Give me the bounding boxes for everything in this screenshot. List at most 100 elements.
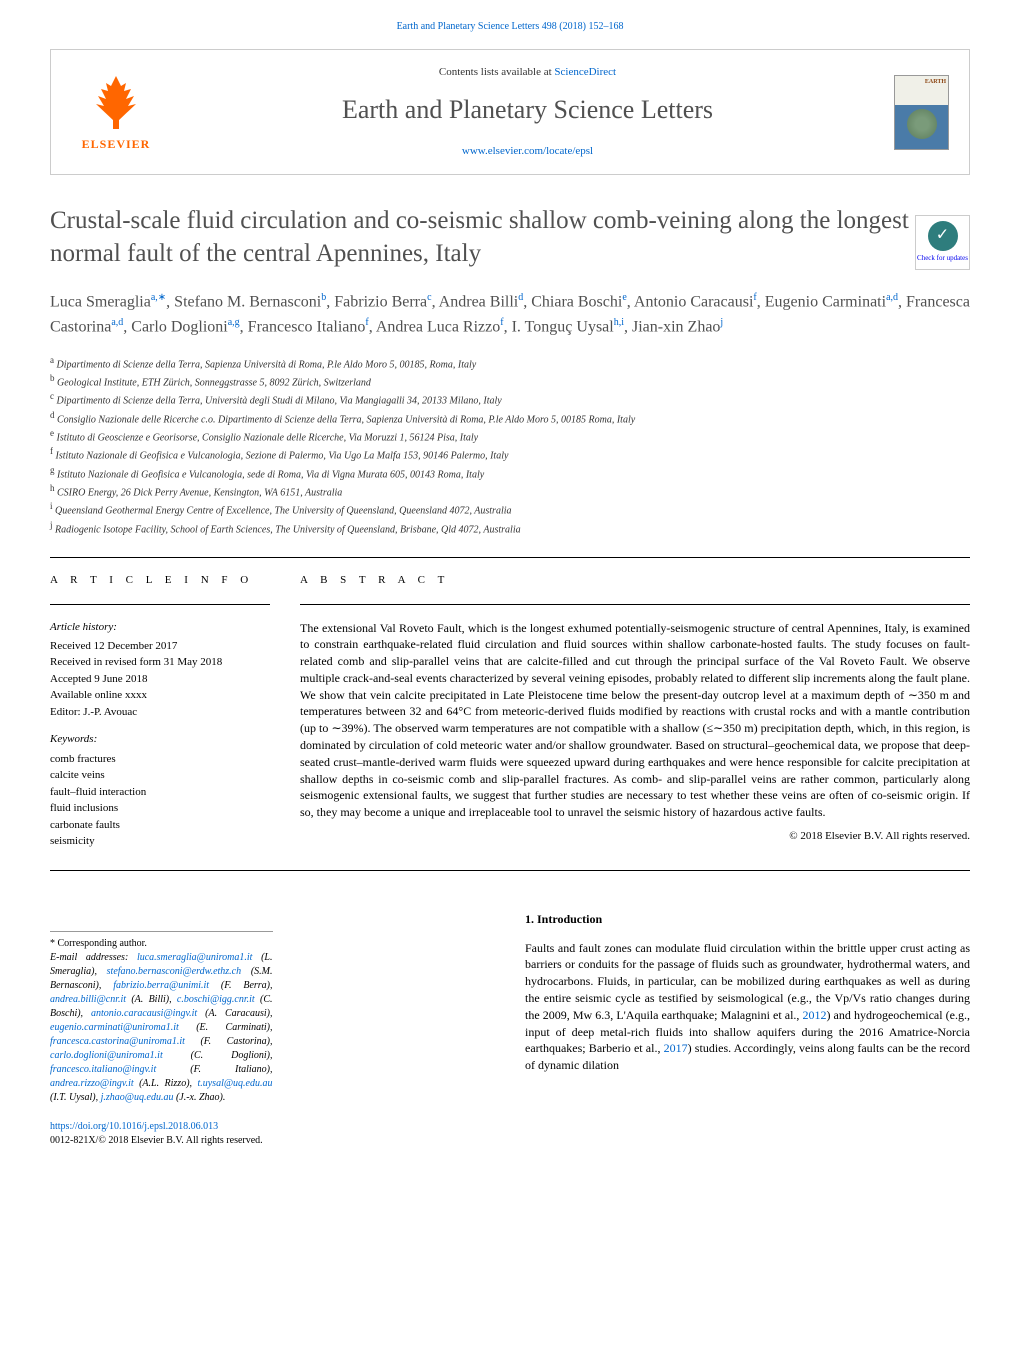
affiliation-item: g Istituto Nazionale di Geofisica e Vulc… <box>50 464 970 482</box>
affiliation-text: CSIRO Energy, 26 Dick Perry Avenue, Kens… <box>57 487 342 498</box>
email-link[interactable]: francesco.italiano@ingv.it <box>50 1064 156 1075</box>
affiliation-text: Istituto Nazionale di Geofisica e Vulcan… <box>57 469 484 480</box>
article-info-section: A R T I C L E I N F O Article history: R… <box>50 573 270 850</box>
keywords-list: comb fractures calcite veins fault–fluid… <box>50 751 270 850</box>
author-name: , Andrea Billi <box>432 294 519 311</box>
email-link[interactable]: j.zhao@uq.edu.au <box>101 1092 174 1103</box>
journal-header-center: Contents lists available at ScienceDirec… <box>161 65 894 159</box>
journal-cover-thumbnail: EARTH <box>894 75 949 150</box>
keyword-item: seismicity <box>50 833 270 850</box>
right-column: 1. Introduction Faults and fault zones c… <box>525 911 970 1148</box>
email-label: E-mail addresses: <box>50 952 137 963</box>
check-updates-button[interactable]: Check for updates <box>915 215 970 270</box>
author-affil-sup: a,g <box>228 317 240 328</box>
affiliation-text: Istituto Nazionale di Geofisica e Vulcan… <box>56 451 509 462</box>
email-link[interactable]: stefano.bernasconi@erdw.ethz.ch <box>107 966 241 977</box>
publisher-logo: ELSEVIER <box>71 71 161 153</box>
author-affil-sup: h,i <box>614 317 624 328</box>
email-link[interactable]: eugenio.carminati@uniroma1.it <box>50 1022 179 1033</box>
left-column: * Corresponding author. E-mail addresses… <box>50 911 495 1148</box>
header-citation: Earth and Planetary Science Letters 498 … <box>50 20 970 34</box>
article-title: Crustal-scale fluid circulation and co-s… <box>50 205 970 270</box>
reference-link[interactable]: 2017 <box>664 1041 688 1055</box>
email-author-name: (A. Billi) <box>131 994 169 1005</box>
keyword-item: fault–fluid interaction <box>50 784 270 801</box>
doi-link[interactable]: https://doi.org/10.1016/j.epsl.2018.06.0… <box>50 1121 218 1132</box>
article-info-heading: A R T I C L E I N F O <box>50 573 270 588</box>
author-affil-sup: a,d <box>886 292 898 303</box>
author-name: , Andrea Luca Rizzo <box>369 318 501 335</box>
authors-list: Luca Smeragliaa,∗, Stefano M. Bernasconi… <box>50 290 970 339</box>
footer-links: https://doi.org/10.1016/j.epsl.2018.06.0… <box>50 1120 495 1148</box>
email-link[interactable]: antonio.caracausi@ingv.it <box>91 1008 197 1019</box>
abstract-section: A B S T R A C T The extensional Val Rove… <box>300 573 970 850</box>
contents-label: Contents lists available at <box>439 66 554 78</box>
introduction-heading: 1. Introduction <box>525 911 970 928</box>
keyword-item: calcite veins <box>50 767 270 784</box>
author-name: , Stefano M. Bernasconi <box>166 294 321 311</box>
affiliation-item: j Radiogenic Isotope Facility, School of… <box>50 519 970 537</box>
author-affil-sup: a,∗ <box>151 292 166 303</box>
email-link[interactable]: carlo.doglioni@uniroma1.it <box>50 1050 163 1061</box>
author-name: , Fabrizio Berra <box>326 294 427 311</box>
author-name: , I. Tonguç Uysal <box>504 318 614 335</box>
email-addresses: E-mail addresses: luca.smeraglia@uniroma… <box>50 951 273 1105</box>
accepted-date: Accepted 9 June 2018 <box>50 671 270 688</box>
affiliation-text: Istituto di Geoscienze e Georisorse, Con… <box>57 432 479 443</box>
journal-header: ELSEVIER Contents lists available at Sci… <box>50 49 970 175</box>
email-author-name: (J.-x. Zhao) <box>176 1092 223 1103</box>
affiliations-list: a Dipartimento di Scienze della Terra, S… <box>50 354 970 537</box>
body-columns: * Corresponding author. E-mail addresses… <box>50 911 970 1148</box>
journal-url-link[interactable]: www.elsevier.com/locate/epsl <box>462 145 593 157</box>
affiliation-text: Geological Institute, ETH Zürich, Sonneg… <box>57 377 371 388</box>
article-history: Received 12 December 2017 Received in re… <box>50 638 270 721</box>
author-affil-sup: a,d <box>111 317 123 328</box>
corresponding-label: * Corresponding author. <box>50 937 273 951</box>
check-updates-label: Check for updates <box>917 254 968 262</box>
author-name: , Jian-xin Zhao <box>624 318 720 335</box>
introduction-paragraph: Faults and fault zones can modulate flui… <box>525 940 970 1074</box>
keywords-label: Keywords: <box>50 732 270 747</box>
affiliation-item: f Istituto Nazionale di Geofisica e Vulc… <box>50 445 970 463</box>
email-link[interactable]: fabrizio.berra@unimi.it <box>113 980 209 991</box>
abstract-heading: A B S T R A C T <box>300 573 970 588</box>
affiliation-item: b Geological Institute, ETH Zürich, Sonn… <box>50 372 970 390</box>
author-affil-sup: j <box>720 317 723 328</box>
author-name: , Chiara Boschi <box>523 294 622 311</box>
affiliation-text: Queensland Geothermal Energy Centre of E… <box>55 506 511 517</box>
email-link[interactable]: c.boschi@igg.cnr.it <box>177 994 255 1005</box>
editor-name: Editor: J.-P. Avouac <box>50 704 270 721</box>
author-name: , Carlo Doglioni <box>123 318 227 335</box>
affiliation-text: Radiogenic Isotope Facility, School of E… <box>55 524 521 535</box>
elsevier-tree-icon <box>86 71 146 131</box>
affiliation-item: c Dipartimento di Scienze della Terra, U… <box>50 390 970 408</box>
email-link[interactable]: andrea.rizzo@ingv.it <box>50 1078 134 1089</box>
info-abstract-row: A R T I C L E I N F O Article history: R… <box>50 573 970 850</box>
email-author-name: (A.L. Rizzo) <box>139 1078 189 1089</box>
email-link[interactable]: andrea.billi@cnr.it <box>50 994 126 1005</box>
reference-link[interactable]: 2012 <box>802 1008 826 1022</box>
email-author-name: (F. Italiano) <box>190 1064 270 1075</box>
email-link[interactable]: francesca.castorina@uniroma1.it <box>50 1036 185 1047</box>
keyword-item: carbonate faults <box>50 817 270 834</box>
available-date: Available online xxxx <box>50 687 270 704</box>
journal-name: Earth and Planetary Science Letters <box>161 92 894 128</box>
email-author-name: (E. Carminati) <box>196 1022 270 1033</box>
contents-available-text: Contents lists available at ScienceDirec… <box>161 65 894 80</box>
author-name: Luca Smeraglia <box>50 294 151 311</box>
email-link[interactable]: t.uysal@uq.edu.au <box>197 1078 272 1089</box>
sciencedirect-link[interactable]: ScienceDirect <box>554 66 616 78</box>
divider <box>50 557 970 558</box>
history-label: Article history: <box>50 620 270 635</box>
email-author-name: (I.T. Uysal) <box>50 1092 96 1103</box>
author-name: , Francesco Italiano <box>240 318 366 335</box>
revised-date: Received in revised form 31 May 2018 <box>50 654 270 671</box>
email-author-name: (C. Doglioni) <box>191 1050 270 1061</box>
affiliation-text: Consiglio Nazionale delle Ricerche c.o. … <box>57 414 635 425</box>
corresponding-author-section: * Corresponding author. E-mail addresses… <box>50 931 273 1105</box>
affiliation-item: d Consiglio Nazionale delle Ricerche c.o… <box>50 409 970 427</box>
email-link[interactable]: luca.smeraglia@uniroma1.it <box>137 952 253 963</box>
copyright-text: © 2018 Elsevier B.V. All rights reserved… <box>300 829 970 844</box>
affiliation-text: Dipartimento di Scienze della Terra, Uni… <box>57 396 502 407</box>
affiliation-item: a Dipartimento di Scienze della Terra, S… <box>50 354 970 372</box>
